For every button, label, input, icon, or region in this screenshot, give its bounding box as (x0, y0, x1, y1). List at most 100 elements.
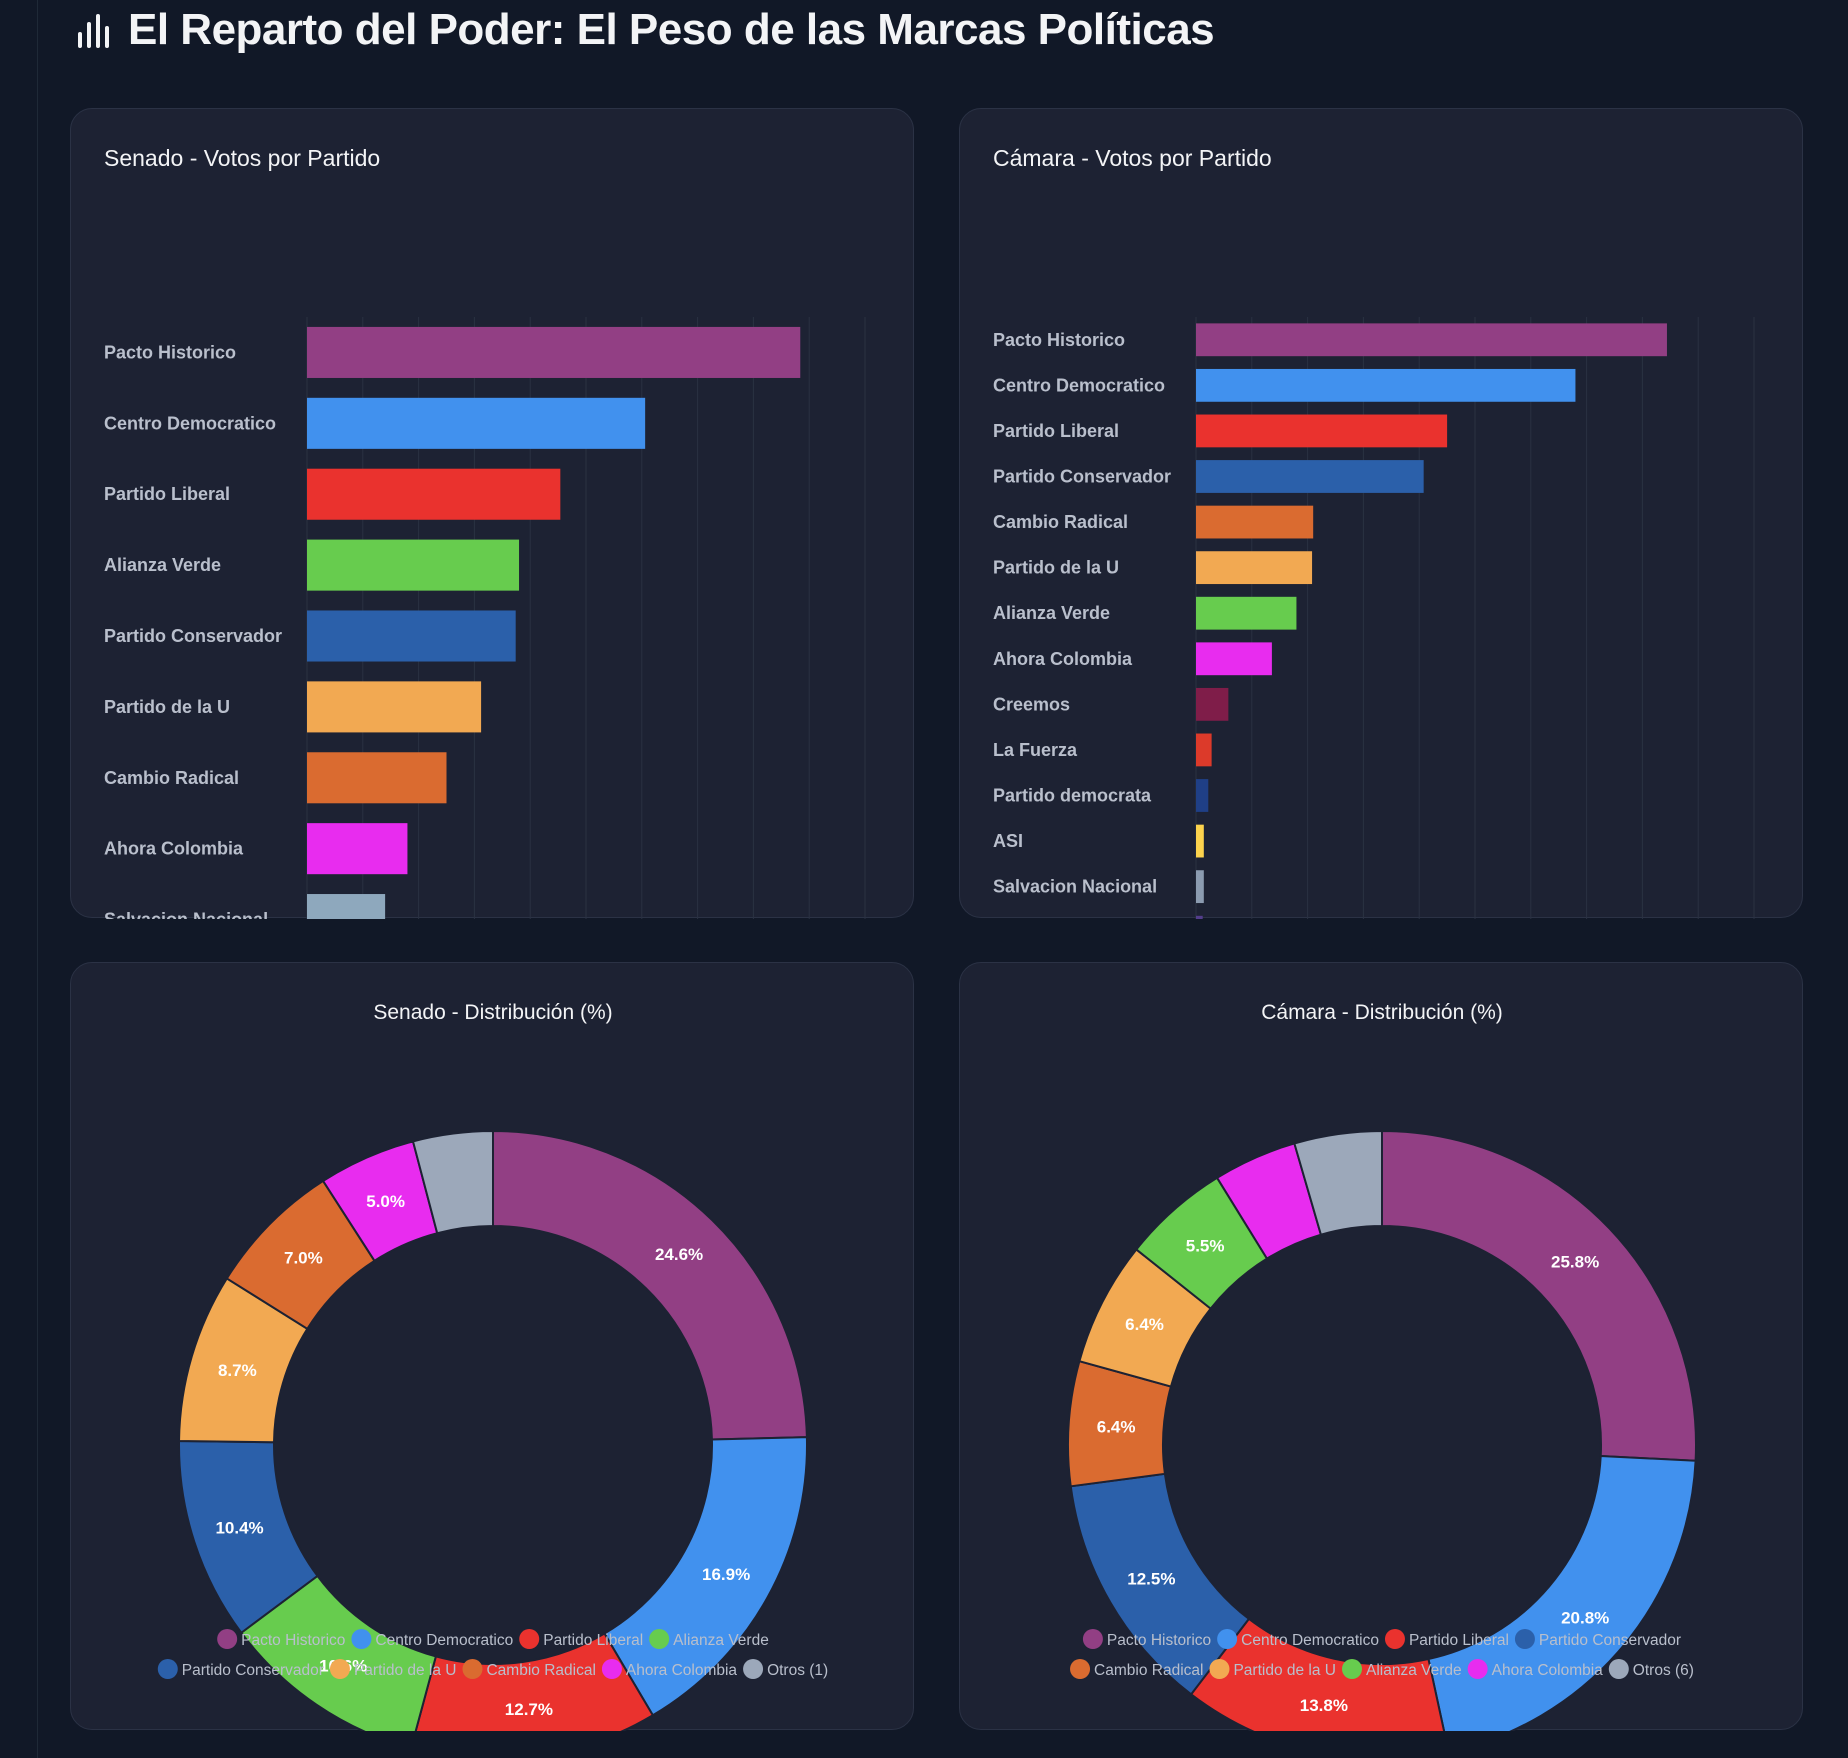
legend-label: Otros (6) (1633, 1662, 1694, 1679)
bar-cambio-radical[interactable] (307, 752, 447, 804)
legend-item-partido-de-la-u[interactable]: Partido de la U (1209, 1659, 1336, 1679)
category-label: Pacto Historico (993, 330, 1125, 350)
slice-value-label: 20.8% (1561, 1608, 1609, 1627)
legend-swatch (1384, 1629, 1405, 1649)
category-label: Cambio Radical (104, 768, 239, 788)
legend-swatch (1217, 1629, 1238, 1649)
legend-label: Partido Liberal (543, 1632, 643, 1649)
bar-partido-conservador[interactable] (1196, 460, 1424, 493)
bar-salvacion-nacional[interactable] (307, 894, 386, 919)
legend-item-partido-de-la-u[interactable]: Partido de la U (329, 1659, 457, 1679)
legend-item-partido-liberal[interactable]: Partido Liberal (519, 1629, 643, 1649)
legend-row: Cambio Radical Partido de la U Alianza Ver… (1070, 1659, 1694, 1679)
chart-title: Cámara - Distribución (%) (1261, 1001, 1503, 1024)
chart-title: Senado - Distribución (%) (373, 1001, 612, 1024)
legend-item-pacto-historico[interactable]: Pacto Historico (217, 1629, 345, 1649)
page-title: El Reparto del Poder: El Peso de las Mar… (128, 5, 1215, 54)
legend-item-partido-conservador[interactable]: Partido Conservador (1514, 1629, 1681, 1649)
chart-title: Senado - Votos por Partido (104, 145, 381, 171)
legend-swatch (1082, 1629, 1103, 1649)
legend-item-alianza-verde[interactable]: Alianza Verde (1341, 1659, 1462, 1679)
slice-value-label: 6.4% (1097, 1418, 1136, 1437)
senado-bar-chart: 0500K1M1.5M2M2.5M3M3.5M4M4.5M5MPacto His… (104, 317, 866, 919)
legend-swatch (1514, 1629, 1535, 1649)
camara-votes-card: Cámara - Votos por Partido 0500K1M1.5M2M… (959, 108, 1803, 919)
bar-ahora-colombia[interactable] (307, 823, 408, 875)
category-label: Ahora Colombia (104, 839, 244, 859)
legend-swatch (462, 1659, 483, 1679)
bar-partido-liberal[interactable] (1196, 414, 1448, 448)
legend-swatch (1341, 1659, 1362, 1679)
legend-item-centro-democratico[interactable]: Centro Democratico (1217, 1629, 1379, 1649)
slice-value-label: 8.7% (218, 1361, 257, 1380)
legend-item-cambio-radical[interactable]: Cambio Radical (1070, 1659, 1203, 1679)
bar-centro-democratico[interactable] (307, 397, 646, 449)
bar-partido-de-la-u[interactable] (307, 681, 482, 733)
bar-centro-democratico[interactable] (1196, 368, 1576, 402)
bar-partido-conservador[interactable] (307, 610, 516, 662)
category-label: Creemos (993, 694, 1070, 714)
bar-ahora-colombia[interactable] (1196, 642, 1272, 676)
legend-row: Partido Conservador Partido de la U Cambio… (157, 1659, 828, 1679)
chart-title: Cámara - Votos por Partido (993, 145, 1272, 171)
slice-value-label: 12.7% (505, 1700, 553, 1719)
slice-centro-democratico[interactable] (1427, 1454, 1697, 1731)
slice-value-label: 5.5% (1186, 1237, 1225, 1256)
bar-salvacion-nacional[interactable] (1196, 870, 1204, 904)
legend-label: Pacto Historico (241, 1632, 345, 1649)
bar-cambio-radical[interactable] (1196, 505, 1314, 539)
legend-label: Centro Democratico (1241, 1632, 1379, 1649)
bar-creemos[interactable] (1196, 687, 1229, 721)
bar-asi[interactable] (1196, 824, 1204, 858)
legend-item-otros-1[interactable]: Otros (1) (743, 1659, 828, 1679)
legend-item-pacto-historico[interactable]: Pacto Historico (1082, 1629, 1211, 1649)
category-label: Partido Conservador (104, 626, 282, 646)
bar-pacto-historico[interactable] (1196, 323, 1667, 357)
slice-value-label: 5.0% (366, 1192, 405, 1211)
slice-value-label: 10.4% (215, 1518, 263, 1537)
bar-fuerza-cauca[interactable] (1196, 915, 1203, 919)
legend-label: Partido de la U (354, 1662, 457, 1679)
slice-pacto-historico[interactable] (492, 1129, 808, 1441)
category-label: Partido de la U (993, 558, 1119, 578)
slice-value-label: 24.6% (655, 1245, 703, 1264)
category-label: Alianza Verde (104, 555, 221, 575)
legend-item-partido-liberal[interactable]: Partido Liberal (1384, 1629, 1509, 1649)
legend-item-partido-conservador[interactable]: Partido Conservador (157, 1659, 324, 1679)
legend-item-cambio-radical[interactable]: Cambio Radical (462, 1659, 596, 1679)
bar-partido-liberal[interactable] (307, 468, 561, 520)
legend-row: Pacto Historico Centro Democratico Partido… (1082, 1629, 1681, 1649)
camara-distribution-card: Cámara - Distribución (%) 25.8% 20.8% 13.8%… (959, 962, 1803, 1731)
legend-label: Pacto Historico (1107, 1632, 1211, 1649)
bar-alianza-verde[interactable] (1196, 596, 1297, 630)
legend-item-otros-6[interactable]: Otros (6) (1608, 1659, 1694, 1679)
bar-partido-democrata[interactable] (1196, 779, 1209, 812)
legend-item-ahora-colombia[interactable]: Ahora Colombia (601, 1659, 738, 1679)
bar-la-fuerza[interactable] (1196, 733, 1212, 767)
legend-swatch (1070, 1659, 1091, 1679)
slice-pacto-historico[interactable] (1381, 1129, 1697, 1462)
legend-label: Alianza Verde (673, 1632, 769, 1649)
legend-swatch (329, 1659, 350, 1679)
category-label: Salvacion Nacional (104, 910, 268, 919)
bar-partido-de-la-u[interactable] (1196, 551, 1313, 585)
legend-swatch (157, 1659, 178, 1679)
legend-item-centro-democratico[interactable]: Centro Democratico (351, 1629, 513, 1649)
slice-otros-6[interactable] (1293, 1129, 1383, 1236)
bar-alianza-verde[interactable] (307, 539, 520, 591)
category-label: Alianza Verde (993, 603, 1110, 623)
slice-otros-1[interactable] (411, 1129, 494, 1235)
category-label: Partido democrata (993, 786, 1152, 806)
legend-row: Pacto Historico Centro Democratico Partido… (217, 1629, 769, 1649)
legend-item-ahora-colombia[interactable]: Ahora Colombia (1467, 1659, 1604, 1679)
legend-label: Partido Liberal (1409, 1632, 1509, 1649)
page-header: El Reparto del Poder: El Peso de las Mar… (74, 2, 1215, 58)
category-label: Partido Liberal (993, 421, 1119, 441)
legend-item-alianza-verde[interactable]: Alianza Verde (649, 1629, 769, 1649)
legend-swatch (351, 1629, 372, 1649)
sidebar-divider (37, 0, 38, 1758)
category-label: Ahora Colombia (993, 649, 1133, 669)
slice-partido-liberal[interactable] (411, 1632, 655, 1731)
legend-label: Partido Conservador (1539, 1632, 1681, 1649)
bar-pacto-historico[interactable] (307, 326, 801, 378)
